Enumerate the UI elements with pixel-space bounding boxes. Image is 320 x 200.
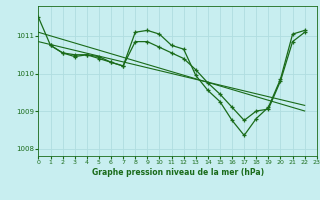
X-axis label: Graphe pression niveau de la mer (hPa): Graphe pression niveau de la mer (hPa) <box>92 168 264 177</box>
